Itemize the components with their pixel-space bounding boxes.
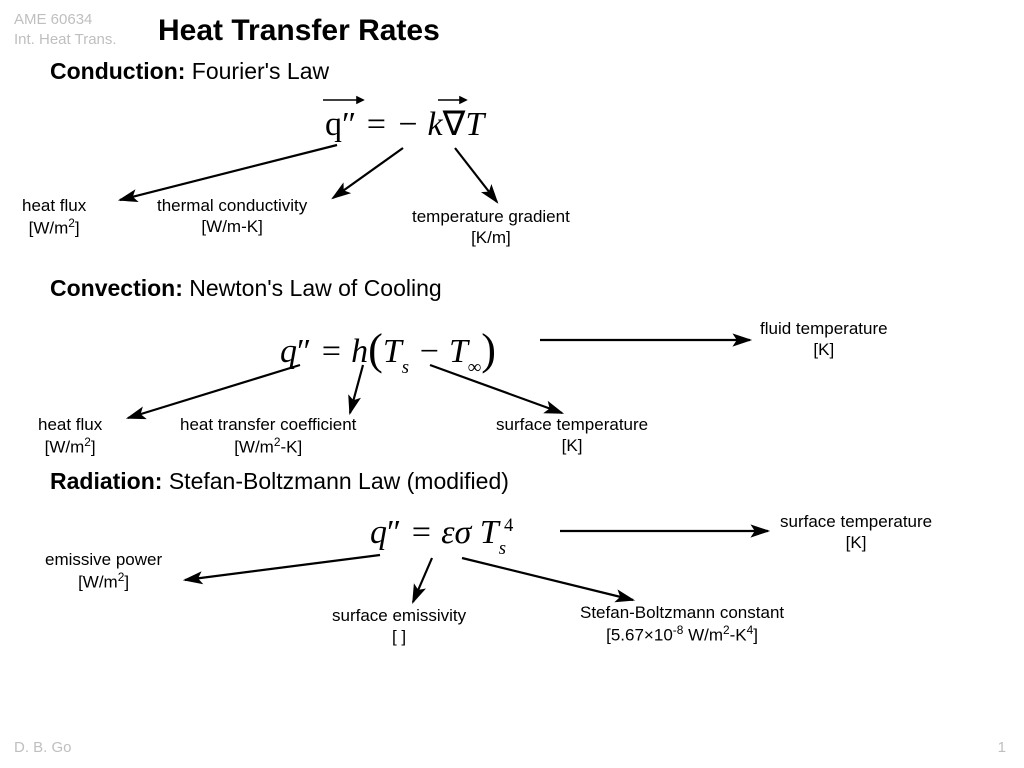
radiation-heading-bold: Radiation:	[50, 468, 162, 494]
footer-author: D. B. Go	[14, 739, 72, 756]
conv-Ts: surface temperature[K]	[496, 414, 648, 457]
convection-heading: Convection: Newton's Law of Cooling	[50, 275, 442, 302]
rad-eps: surface emissivity[ ]	[332, 605, 466, 648]
conduction-heading-bold: Conduction:	[50, 58, 185, 84]
course-header: AME 60634 Int. Heat Trans.	[14, 10, 117, 49]
rad-emissive: emissive power[W/m2]	[45, 549, 162, 593]
rad-Ts: surface temperature[K]	[780, 511, 932, 554]
convection-heading-bold: Convection:	[50, 275, 183, 301]
conv-Tinf: fluid temperature[K]	[760, 318, 888, 361]
conduction-heading: Conduction: Fourier's Law	[50, 58, 329, 85]
convection-heading-rest: Newton's Law of Cooling	[183, 275, 442, 301]
cond-gradT: temperature gradient[K/m]	[412, 206, 570, 249]
convection-equation: q″ = h(Ts − T∞)	[280, 322, 496, 376]
page-title: Heat Transfer Rates	[158, 14, 440, 48]
rad-sigma: Stefan-Boltzmann constant[5.67×10-8 W/m2…	[580, 602, 784, 646]
radiation-equation: q″ = εσ Ts4	[370, 514, 513, 557]
conduction-equation: q″ = − k∇T	[325, 104, 484, 144]
conv-heatflux: heat flux[W/m2]	[38, 414, 102, 458]
radiation-heading: Radiation: Stefan-Boltzmann Law (modifie…	[50, 468, 509, 495]
conduction-heading-rest: Fourier's Law	[185, 58, 329, 84]
footer-page-number: 1	[998, 739, 1006, 756]
cond-k: thermal conductivity[W/m-K]	[157, 195, 307, 238]
conv-h: heat transfer coefficient[W/m2-K]	[180, 414, 356, 458]
cond-heatflux: heat flux[W/m2]	[22, 195, 86, 239]
course-subtitle: Int. Heat Trans.	[14, 31, 117, 48]
course-code: AME 60634	[14, 11, 92, 28]
arrow-layer	[0, 0, 1024, 768]
radiation-heading-rest: Stefan-Boltzmann Law (modified)	[162, 468, 508, 494]
